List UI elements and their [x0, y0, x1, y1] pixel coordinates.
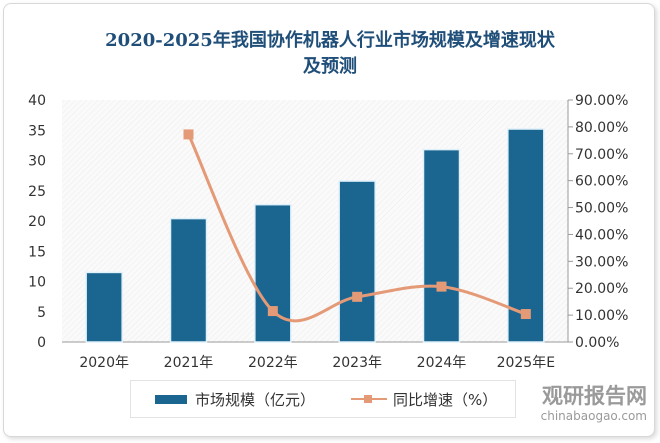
y-left-tick-label: 35 — [28, 123, 46, 139]
x-tick-label: 2024年 — [417, 355, 467, 371]
watermark-cn: 观研报告网 — [542, 384, 647, 408]
y-left-tick-label: 15 — [28, 244, 46, 260]
y-right-tick-label: 90.00% — [575, 93, 628, 109]
y-left-tick-label: 0 — [37, 335, 46, 351]
watermark-en: chinabaogao.com — [540, 409, 647, 423]
y-right-tick-label: 40.00% — [575, 227, 628, 243]
y-left-tick-label: 30 — [28, 154, 46, 170]
y-left-tick-label: 25 — [28, 184, 46, 200]
bar-2024年 — [422, 148, 461, 343]
y-right-tick-label: 80.00% — [575, 120, 628, 136]
bar-2025年E — [507, 128, 545, 343]
y-right-tick-label: 0.00% — [575, 335, 619, 351]
legend-swatch-line — [351, 394, 388, 404]
bar-2023年 — [338, 180, 376, 343]
legend: 市场规模（亿元） 同比增速（%） — [130, 380, 516, 418]
bar-2021年 — [169, 217, 208, 343]
legend-label-market-size: 市场规模（亿元） — [195, 390, 316, 409]
legend-swatch-bar — [155, 394, 187, 404]
x-tick-label: 2020年 — [79, 355, 129, 371]
watermark-logo: 观研报告网 chinabaogao.com — [522, 384, 647, 424]
y-left-tick-label: 40 — [28, 93, 46, 109]
y-left-tick-label: 5 — [37, 305, 46, 321]
y-left-tick-label: 10 — [28, 275, 46, 291]
growth-marker-2024年 — [436, 281, 447, 292]
y-left-tick-label: 20 — [28, 214, 46, 230]
y-right-tick-label: 70.00% — [575, 147, 628, 163]
growth-marker-2022年 — [267, 306, 278, 317]
growth-marker-2021年 — [183, 129, 194, 140]
y-right-tick-label: 30.00% — [575, 254, 628, 270]
x-tick-label: 2023年 — [332, 355, 382, 371]
growth-marker-2023年 — [352, 291, 363, 302]
y-right-tick-label: 10.00% — [575, 308, 628, 324]
x-tick-label: 2022年 — [248, 355, 298, 371]
title-line-2: 及预测 — [303, 56, 357, 77]
plot-area — [62, 100, 568, 342]
bar-2022年 — [254, 203, 292, 343]
chart-title: 2020-2025年我国协作机器人行业市场规模及增速现状 及预测 — [0, 28, 660, 80]
title-line-1: 2020-2025年我国协作机器人行业市场规模及增速现状 — [105, 30, 555, 51]
x-tick-label: 2025年E — [497, 355, 555, 371]
y-right-tick-label: 20.00% — [575, 281, 628, 297]
y-right-tick-label: 60.00% — [575, 174, 628, 190]
growth-line — [187, 133, 527, 323]
x-tick-label: 2021年 — [164, 355, 214, 371]
growth-marker-2025年E — [520, 309, 531, 320]
legend-label-growth: 同比增速（%） — [393, 390, 498, 409]
bar-2020年 — [85, 271, 123, 343]
y-right-tick-label: 50.00% — [575, 201, 628, 217]
